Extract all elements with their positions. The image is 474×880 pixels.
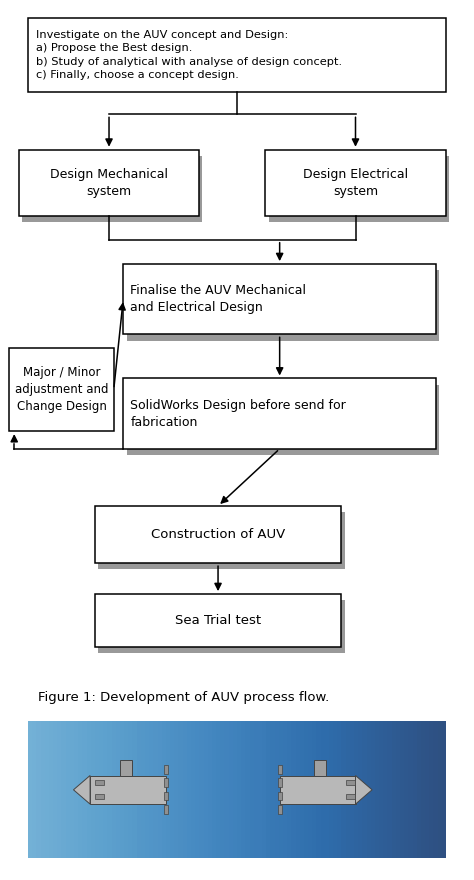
- Polygon shape: [73, 775, 90, 804]
- Bar: [346, 780, 355, 785]
- FancyBboxPatch shape: [127, 385, 439, 455]
- Bar: [314, 760, 326, 775]
- FancyBboxPatch shape: [123, 264, 436, 334]
- Text: Major / Minor
adjustment and
Change Design: Major / Minor adjustment and Change Desi…: [15, 366, 109, 413]
- FancyBboxPatch shape: [98, 512, 345, 569]
- FancyBboxPatch shape: [22, 156, 202, 222]
- Bar: [164, 778, 168, 787]
- Text: Sea Trial test: Sea Trial test: [175, 614, 261, 627]
- Bar: [119, 760, 132, 775]
- FancyBboxPatch shape: [265, 150, 446, 216]
- Bar: [278, 804, 282, 813]
- Bar: [95, 780, 103, 785]
- Text: Figure 1: Development of AUV process flow.: Figure 1: Development of AUV process flo…: [38, 691, 329, 704]
- Bar: [278, 778, 282, 787]
- Bar: [164, 804, 168, 813]
- Bar: [278, 792, 282, 801]
- Bar: [280, 775, 356, 804]
- Bar: [164, 792, 168, 801]
- Text: Investigate on the AUV concept and Design:
a) Propose the Best design.
b) Study : Investigate on the AUV concept and Desig…: [36, 30, 342, 80]
- FancyBboxPatch shape: [95, 594, 341, 647]
- Bar: [346, 794, 355, 799]
- FancyBboxPatch shape: [269, 156, 449, 222]
- FancyBboxPatch shape: [95, 506, 341, 563]
- FancyBboxPatch shape: [9, 348, 114, 431]
- Text: Construction of AUV: Construction of AUV: [151, 528, 285, 541]
- Text: Finalise the AUV Mechanical
and Electrical Design: Finalise the AUV Mechanical and Electric…: [130, 284, 306, 314]
- Polygon shape: [356, 775, 372, 804]
- FancyBboxPatch shape: [123, 378, 436, 449]
- Text: Design Mechanical
system: Design Mechanical system: [50, 167, 168, 198]
- Text: SolidWorks Design before send for
fabrication: SolidWorks Design before send for fabric…: [130, 399, 346, 429]
- Bar: [95, 794, 103, 799]
- Bar: [90, 775, 166, 804]
- FancyBboxPatch shape: [127, 270, 439, 341]
- Bar: [278, 765, 282, 774]
- Text: Design Electrical
system: Design Electrical system: [303, 167, 408, 198]
- FancyBboxPatch shape: [98, 600, 345, 653]
- FancyBboxPatch shape: [19, 150, 199, 216]
- FancyBboxPatch shape: [28, 18, 446, 92]
- Bar: [164, 765, 168, 774]
